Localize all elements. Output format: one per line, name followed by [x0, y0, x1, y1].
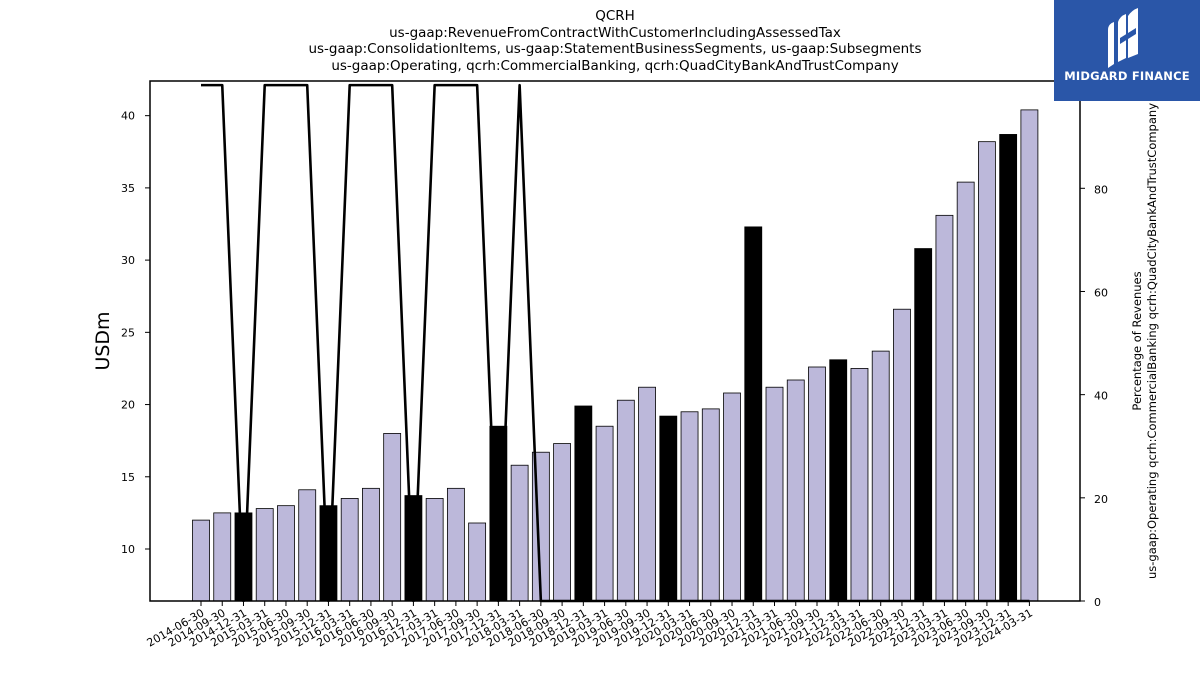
bar: [595, 425, 614, 602]
y-axis-right: 020406080100: [1080, 80, 1115, 609]
y2-axis-label-line: us-gaap:Operating qcrh:CommercialBanking…: [1145, 103, 1159, 579]
bar: [255, 508, 274, 602]
bar: [1020, 109, 1039, 602]
bar: [468, 522, 487, 602]
bar: [192, 519, 210, 602]
y2-tick-label: 60: [1094, 286, 1108, 299]
bar: [765, 386, 784, 602]
y2-axis-label-line: Percentage of Revenues: [1130, 271, 1144, 410]
chart-title-line: us-gaap:Operating, qcrh:CommercialBankin…: [331, 58, 898, 74]
y2-tick-label: 20: [1094, 493, 1108, 506]
y-axis-label: USDm: [92, 311, 114, 370]
logo-mark-icon: [1108, 8, 1138, 68]
bar: [829, 359, 848, 602]
bar: [999, 134, 1018, 602]
y-tick-label: 15: [121, 471, 135, 484]
chart-title-line: us-gaap:ConsolidationItems, us-gaap:Stat…: [308, 41, 921, 57]
bar: [871, 350, 890, 602]
bar: [574, 405, 593, 602]
y2-tick-label: 0: [1094, 596, 1101, 609]
bar: [553, 443, 571, 602]
bar: [956, 181, 975, 602]
y-tick-label: 35: [121, 182, 135, 195]
y-tick-label: 30: [121, 254, 135, 267]
y-tick-label: 10: [121, 543, 135, 556]
bar: [850, 368, 869, 602]
y-tick-label: 20: [121, 399, 135, 412]
bar: [978, 141, 996, 602]
bar: [383, 433, 402, 602]
bar: [680, 411, 699, 602]
y-axis-left: 10 15 20 25 30 35 40: [121, 110, 150, 556]
bar: [298, 489, 317, 602]
bar: [744, 226, 763, 602]
bar: [638, 386, 656, 602]
chart-title: QCRH us-gaap:RevenueFromContractWithCust…: [308, 8, 921, 74]
bars-layer: [192, 109, 1039, 602]
bar: [786, 379, 805, 602]
bar: [723, 392, 741, 602]
x-axis: 2014-06-302014-09-302014-12-312015-03-31…: [145, 601, 1035, 650]
bar: [446, 487, 465, 602]
bar: [935, 214, 954, 602]
y-tick-label: 40: [121, 110, 135, 123]
bar: [277, 505, 295, 602]
bar: [362, 487, 380, 602]
bar: [616, 399, 635, 602]
plot-frame: [149, 80, 1081, 602]
y2-tick-label: 40: [1094, 390, 1108, 403]
bar: [659, 415, 678, 602]
bar: [914, 248, 933, 602]
bar: [808, 366, 826, 602]
bar: [893, 308, 911, 602]
bar: [213, 512, 232, 602]
logo-text: MIDGARD FINANCE: [1064, 69, 1190, 83]
bar: [425, 498, 444, 602]
y2-tick-label: 80: [1094, 183, 1108, 196]
y-tick-label: 25: [121, 326, 135, 339]
midgard-finance-logo: MIDGARD FINANCE: [1054, 0, 1200, 101]
chart-title-line: QCRH: [595, 8, 635, 24]
bar: [340, 498, 359, 602]
bar: [510, 464, 529, 602]
bar: [701, 408, 720, 602]
chart-title-line: us-gaap:RevenueFromContractWithCustomerI…: [389, 25, 841, 41]
